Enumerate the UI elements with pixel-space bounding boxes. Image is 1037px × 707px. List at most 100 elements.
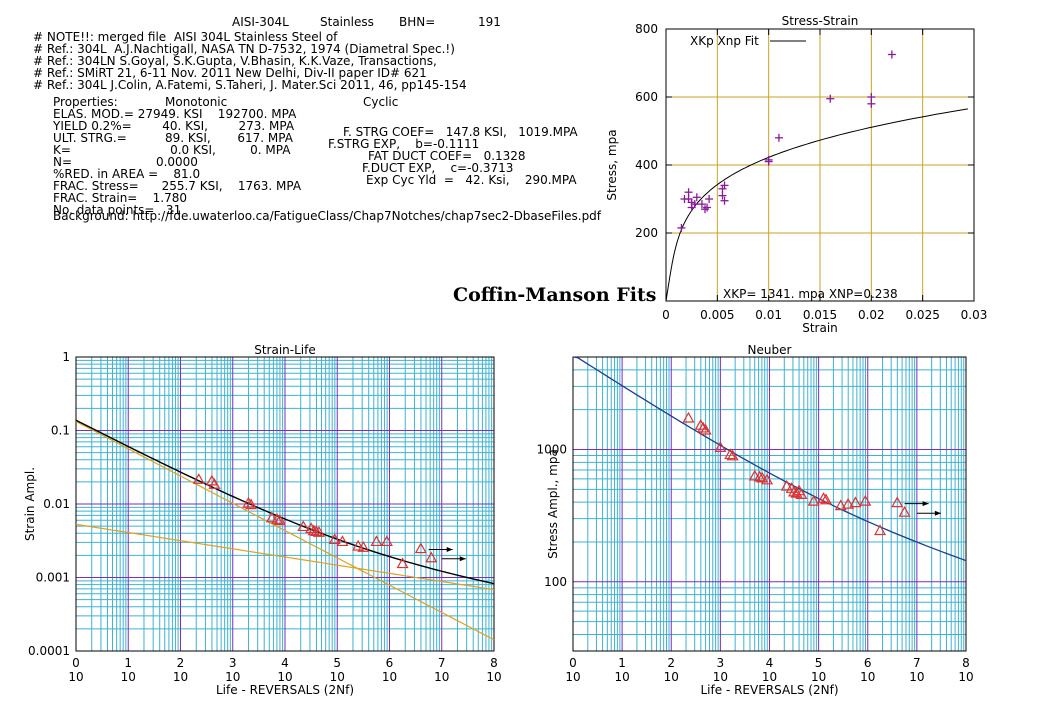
data-point xyxy=(817,492,830,503)
x-tick-exponent: 7 xyxy=(438,656,446,670)
data-point xyxy=(242,496,255,508)
data-point xyxy=(684,188,693,197)
plastic-fit-line xyxy=(75,420,495,641)
y-axis-label: Strain Ampl. xyxy=(23,467,37,541)
runout-arrowhead xyxy=(934,510,941,516)
x-tick-base: 10 xyxy=(434,670,449,684)
property-row: FRAC. Stress= 255.7 KSI, 1763. MPA xyxy=(53,179,302,193)
data-point xyxy=(756,471,769,483)
y-tick-label: 400 xyxy=(635,158,658,172)
legend-label: XKp Xnp Fit xyxy=(690,34,759,48)
x-tick-label: 0.005 xyxy=(700,308,734,322)
data-point xyxy=(859,494,872,506)
chart-title: Neuber xyxy=(748,343,792,357)
data-point xyxy=(718,191,727,200)
property-row: YIELD 0.2%= 40. KSI, 273. MPA xyxy=(53,119,295,133)
x-tick-exponent: 1 xyxy=(618,656,626,670)
x-tick-exponent: 8 xyxy=(962,656,970,670)
x-axis-label: Life - REVERSALS (2Nf) xyxy=(701,683,839,697)
data-point xyxy=(898,505,911,517)
data-point xyxy=(245,498,258,510)
x-tick-base: 10 xyxy=(225,670,240,684)
plot-frame xyxy=(572,356,967,652)
data-point xyxy=(842,497,855,509)
property-row: %RED. in AREA = 81.0 xyxy=(53,167,201,181)
material-title: AISI-304L xyxy=(232,15,289,29)
data-point xyxy=(380,535,393,547)
x-tick-base: 10 xyxy=(811,670,826,684)
data-point xyxy=(310,525,323,537)
x-tick-exponent: 4 xyxy=(766,656,774,670)
data-point xyxy=(761,473,774,485)
chart-title: Strain-Life xyxy=(254,343,316,357)
x-tick-base: 10 xyxy=(713,670,728,684)
x-tick-label: 0.03 xyxy=(961,308,988,322)
data-point xyxy=(305,522,318,534)
data-point xyxy=(208,478,221,489)
data-point xyxy=(807,494,820,506)
x-tick-base: 10 xyxy=(68,670,83,684)
x-tick-label: 0.025 xyxy=(905,308,939,322)
x-tick-label: 0.01 xyxy=(755,308,782,322)
data-point xyxy=(795,488,808,499)
data-point xyxy=(887,50,896,59)
y-tick-label: 0.01 xyxy=(43,497,70,511)
runout-arrowhead xyxy=(446,547,453,553)
properties-heading: Properties: xyxy=(53,95,118,109)
property-row: ELAS. MOD.= 27949. KSI 192700. MPA xyxy=(53,107,297,121)
x-tick-exponent: 5 xyxy=(333,656,341,670)
runout-arrowhead xyxy=(459,556,466,562)
data-point xyxy=(677,223,686,232)
bhn-value: 191 xyxy=(478,15,501,29)
fit-annotation: XKP= 1341. mpa XNP=0.238 xyxy=(723,287,898,301)
plot-frame xyxy=(75,356,495,652)
y-tick-label: 0.0001 xyxy=(28,644,70,658)
cyclic-row: Exp Cyc Yld = 42. Ksi, 290.MPA xyxy=(366,173,577,187)
note-line: # Ref.: SMiRT 21, 6-11 Nov. 2011 New Del… xyxy=(33,66,427,80)
material-type: Stainless xyxy=(320,15,374,29)
data-point xyxy=(891,496,904,508)
x-tick-exponent: 2 xyxy=(667,656,675,670)
x-axis-label: Strain xyxy=(802,321,838,335)
note-line: # Ref.: 304L A.J.Nachtigall, NASA TN D-7… xyxy=(33,42,455,56)
x-tick-exponent: 0 xyxy=(72,656,80,670)
x-tick-base: 10 xyxy=(565,670,580,684)
x-tick-base: 10 xyxy=(614,670,629,684)
data-point xyxy=(692,193,701,202)
data-point xyxy=(297,520,310,532)
elastic-fit-line xyxy=(75,523,495,591)
x-tick-label: 0 xyxy=(662,308,670,322)
data-point xyxy=(697,421,710,433)
data-point xyxy=(774,133,783,142)
bhn-label: BHN= xyxy=(399,15,436,29)
cyclic-row: FAT DUCT COEF= 0.1328 xyxy=(368,149,526,163)
data-point xyxy=(819,493,833,505)
x-tick-exponent: 6 xyxy=(386,656,394,670)
y-tick-label: 100 xyxy=(544,575,567,589)
x-tick-base: 10 xyxy=(486,670,501,684)
data-point xyxy=(690,200,699,209)
runout-arrowhead xyxy=(922,501,929,507)
data-point xyxy=(720,181,729,190)
data-point xyxy=(694,418,707,430)
data-point xyxy=(697,200,706,209)
x-tick-base: 10 xyxy=(173,670,188,684)
y-axis-label: Stress Ampl., mpa xyxy=(546,449,560,559)
data-point xyxy=(867,93,876,101)
property-row: No. data points= 31 xyxy=(53,203,182,217)
total-fit-curve xyxy=(75,419,495,585)
data-point xyxy=(271,513,284,524)
data-point xyxy=(312,526,325,537)
property-row: ULT. STRG.= 89. KSI, 617. MPA xyxy=(53,131,293,145)
property-row: FRAC. Strain= 1.780 xyxy=(53,191,187,205)
coffin-manson-title: Coffin-Manson Fits xyxy=(453,284,657,306)
x-tick-exponent: 1 xyxy=(124,656,132,670)
property-row: K= 0.0 KSI, 0. MPA xyxy=(53,143,291,157)
y-tick-label: 0.001 xyxy=(36,571,70,585)
data-point xyxy=(425,551,438,563)
x-tick-exponent: 2 xyxy=(177,656,185,670)
x-tick-exponent: 7 xyxy=(913,656,921,670)
note-line: # Ref.: 304L J.Colin, A.Fatemi, S.Taheri… xyxy=(33,78,467,92)
cyclic-row: F.STRG EXP, b=-0.1111 xyxy=(328,137,480,151)
data-point xyxy=(273,514,286,525)
